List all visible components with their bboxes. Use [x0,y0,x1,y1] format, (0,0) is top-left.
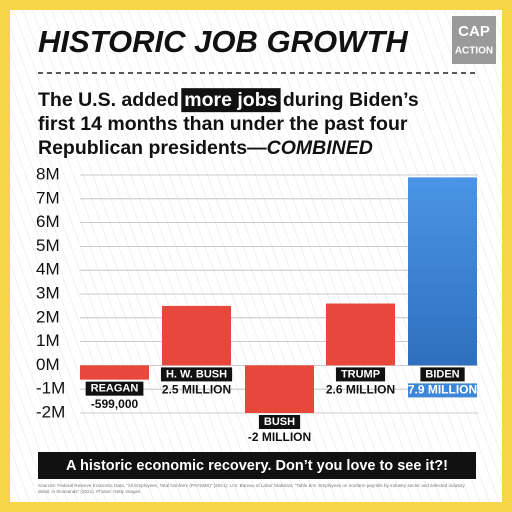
banner-text: A historic economic recovery. Don’t you … [66,458,448,474]
y-tick-label: 3M [36,283,60,302]
bar [245,365,314,413]
subtitle-line: Republican presidents—COMBINED [38,137,373,159]
bar-name: TRUMP [341,368,380,380]
subtitle-text: COMBINED [267,137,373,159]
bar-name: REAGAN [91,383,139,395]
highlight-box [181,88,281,113]
bar-name: BIDEN [425,368,459,380]
logo-box [452,16,496,64]
value-label: 7.9 MILLION [408,383,477,397]
y-tick-label: 1M [36,331,60,350]
bar [80,365,149,380]
bar [162,305,231,366]
name-box [258,415,301,429]
name-box [335,367,386,382]
name-box [85,381,144,396]
value-label: -599,000 [91,397,139,411]
subtitle-text: The U.S. added [38,89,184,111]
source-box: Sources: Federal Reserve Economic Data, … [38,483,465,494]
y-tick-label: -1M [36,379,65,398]
bar [408,177,477,366]
bar-name: BUSH [264,416,295,428]
subtitle-line: first 14 months than under the past four [38,113,408,135]
subtitle-text: first 14 months than under the past four [38,113,408,135]
name-box [160,367,233,382]
chart-title: HISTORIC JOB GROWTH [38,24,408,59]
y-tick-label: -2M [36,402,65,421]
highlight-text: more jobs [184,89,277,111]
subtitle-line: The U.S. added more jobs during Biden’s [38,89,419,111]
bar-name: H. W. BUSH [166,368,227,380]
subtitle: The U.S. added more jobs during Biden’sf… [38,88,419,159]
source: Sources: Federal Reserve Economic Data, … [38,483,465,494]
value-label: 2.6 MILLION [326,383,395,397]
banner [38,452,476,479]
name-box [420,367,465,382]
bar [326,303,395,366]
subtitle-text: during Biden’s [277,89,418,111]
y-tick-label: 7M [36,188,60,207]
value-box [408,383,477,398]
value-label: 2.5 MILLION [162,383,231,397]
subtitle-text: Republican presidents— [38,137,267,159]
logo-text: ACTION [455,46,493,57]
y-tick-label: 5M [36,236,60,255]
logo-text: CAP [458,23,490,40]
y-tick-label: 6M [36,212,60,231]
y-tick-label: 0M [36,355,60,374]
value-label: -2 MILLION [248,430,311,444]
y-tick-label: 2M [36,307,60,326]
y-tick-label: 4M [36,260,60,279]
y-tick-label: 8M [36,164,60,183]
